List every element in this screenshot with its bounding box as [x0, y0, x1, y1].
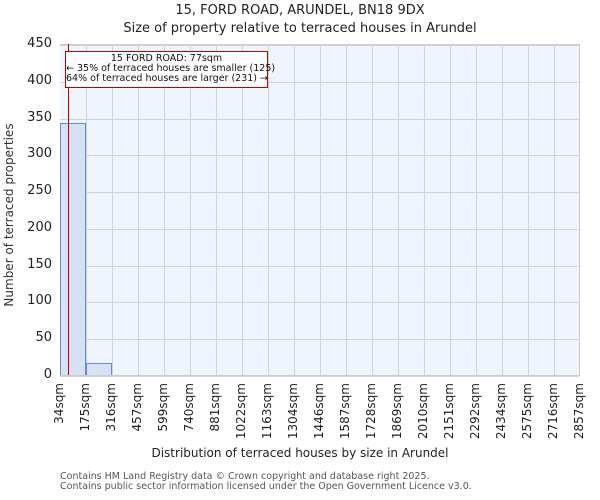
grid-line-horizontal [60, 229, 579, 230]
y-tick-label: 450 [27, 36, 52, 51]
grid-line-vertical [190, 45, 191, 375]
grid-line-vertical [372, 45, 373, 375]
grid-line-vertical [164, 45, 165, 375]
histogram-bar [86, 363, 112, 376]
grid-line-vertical [424, 45, 425, 375]
y-tick-label: 0 [43, 367, 52, 382]
grid-line-vertical [112, 45, 113, 375]
plot-area [60, 44, 580, 377]
property-annotation-box: 15 FORD ROAD: 77sqm ← 35% of terraced ho… [65, 51, 276, 88]
grid-line-vertical [528, 45, 529, 375]
footer-line-2: Contains public sector information licen… [60, 481, 472, 492]
y-tick-label: 200 [27, 219, 52, 235]
grid-line-horizontal [60, 192, 579, 193]
y-tick-label: 250 [27, 183, 52, 199]
grid-line-vertical [398, 45, 399, 375]
grid-line-vertical [294, 45, 295, 375]
grid-line-horizontal [60, 376, 579, 377]
grid-line-horizontal [60, 339, 579, 340]
grid-line-vertical [554, 45, 555, 375]
annotation-larger: 64% of terraced houses are larger (231) … [66, 73, 268, 84]
grid-line-horizontal [60, 45, 579, 46]
grid-line-vertical [502, 45, 503, 375]
grid-line-vertical [320, 45, 321, 375]
grid-line-vertical [216, 45, 217, 375]
y-tick-label: 300 [27, 146, 52, 162]
grid-line-horizontal [60, 82, 579, 83]
grid-line-vertical [242, 45, 243, 375]
histogram-bar [60, 122, 86, 376]
footer-line-1: Contains HM Land Registry data © Crown c… [60, 471, 430, 482]
x-axis-label: Distribution of terraced houses by size … [151, 446, 449, 460]
y-tick-label: 100 [27, 293, 52, 309]
annotation-smaller: ← 35% of terraced houses are smaller (12… [66, 63, 276, 74]
x-axis-line [60, 375, 580, 376]
chart-title: 15, FORD ROAD, ARUNDEL, BN18 9DX [175, 3, 425, 18]
grid-line-vertical [268, 45, 269, 375]
y-tick-label: 50 [35, 330, 52, 346]
grid-line-horizontal [60, 119, 579, 120]
y-tick-label: 400 [27, 72, 52, 88]
property-marker-line [68, 44, 69, 375]
grid-line-vertical [138, 45, 139, 375]
footer-attribution: Contains HM Land Registry data © Crown c… [60, 472, 472, 492]
annotation-title: 15 FORD ROAD: 77sqm [110, 53, 223, 64]
grid-line-vertical [450, 45, 451, 375]
grid-line-vertical [86, 45, 87, 375]
y-axis-label: Number of terraced properties [2, 123, 16, 307]
grid-line-vertical [476, 45, 477, 375]
grid-line-horizontal [60, 266, 579, 267]
y-tick-label: 350 [27, 109, 52, 125]
y-tick-label: 150 [27, 256, 52, 272]
grid-line-horizontal [60, 155, 579, 156]
chart-subtitle: Size of property relative to terraced ho… [123, 21, 477, 36]
grid-line-vertical [346, 45, 347, 375]
grid-line-horizontal [60, 302, 579, 303]
